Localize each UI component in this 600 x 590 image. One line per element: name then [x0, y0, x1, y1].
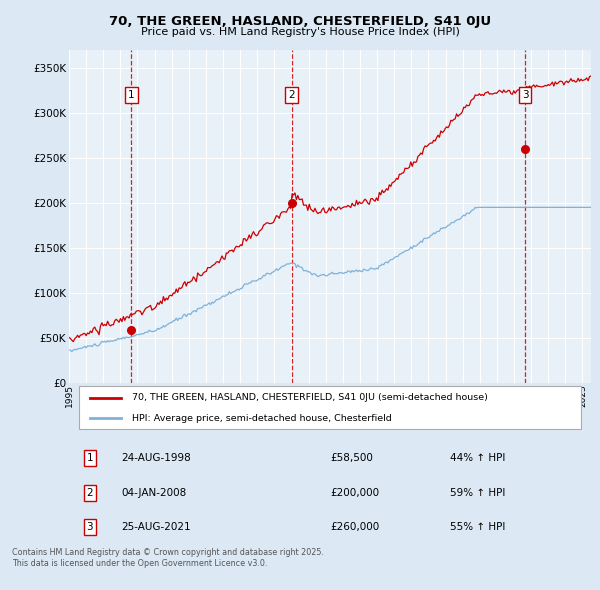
Text: 3: 3: [86, 522, 93, 532]
Text: £200,000: £200,000: [330, 488, 379, 498]
Text: 25-AUG-2021: 25-AUG-2021: [121, 522, 191, 532]
Text: £260,000: £260,000: [330, 522, 379, 532]
Text: 70, THE GREEN, HASLAND, CHESTERFIELD, S41 0JU: 70, THE GREEN, HASLAND, CHESTERFIELD, S4…: [109, 15, 491, 28]
Text: 1: 1: [128, 90, 135, 100]
Text: 70, THE GREEN, HASLAND, CHESTERFIELD, S41 0JU (semi-detached house): 70, THE GREEN, HASLAND, CHESTERFIELD, S4…: [131, 394, 488, 402]
Text: 2: 2: [86, 488, 93, 498]
Text: 04-JAN-2008: 04-JAN-2008: [121, 488, 187, 498]
Text: £58,500: £58,500: [330, 453, 373, 463]
Text: 59% ↑ HPI: 59% ↑ HPI: [450, 488, 505, 498]
Text: 24-AUG-1998: 24-AUG-1998: [121, 453, 191, 463]
Text: Contains HM Land Registry data © Crown copyright and database right 2025.: Contains HM Land Registry data © Crown c…: [12, 548, 324, 556]
Text: 55% ↑ HPI: 55% ↑ HPI: [450, 522, 505, 532]
Text: 2: 2: [289, 90, 295, 100]
Text: 1: 1: [86, 453, 93, 463]
Text: HPI: Average price, semi-detached house, Chesterfield: HPI: Average price, semi-detached house,…: [131, 414, 391, 423]
Text: This data is licensed under the Open Government Licence v3.0.: This data is licensed under the Open Gov…: [12, 559, 268, 568]
Text: Price paid vs. HM Land Registry's House Price Index (HPI): Price paid vs. HM Land Registry's House …: [140, 27, 460, 37]
FancyBboxPatch shape: [79, 386, 581, 429]
Text: 44% ↑ HPI: 44% ↑ HPI: [450, 453, 505, 463]
Text: 3: 3: [522, 90, 529, 100]
